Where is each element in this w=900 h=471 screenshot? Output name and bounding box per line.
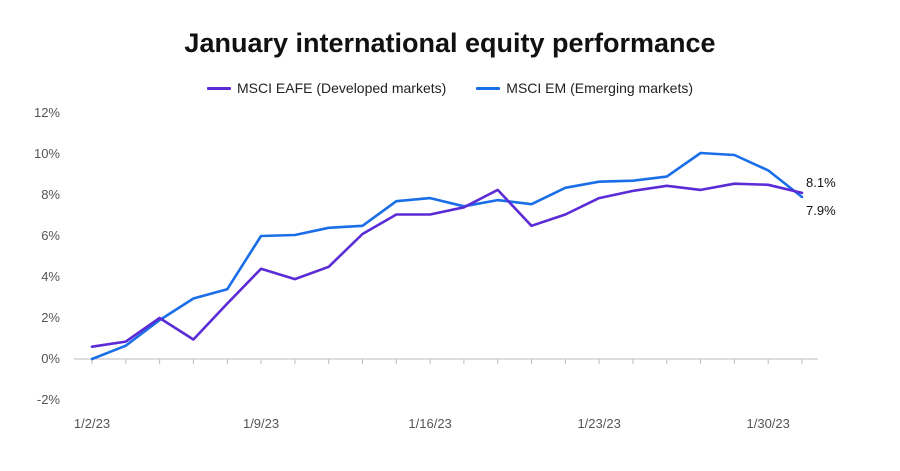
y-tick-label: -2%: [37, 392, 61, 407]
legend-item-em: MSCI EM (Emerging markets): [476, 80, 693, 96]
legend-label-eafe: MSCI EAFE (Developed markets): [237, 80, 447, 96]
legend-label-em: MSCI EM (Emerging markets): [506, 80, 693, 96]
y-tick-label: 10%: [34, 146, 60, 161]
end-label-em: 7.9%: [806, 203, 836, 218]
x-tick-label: 1/23/23: [577, 416, 620, 431]
y-tick-label: 12%: [34, 105, 60, 120]
legend-swatch-eafe: [207, 86, 231, 90]
end-label-eafe: 8.1%: [806, 175, 836, 190]
series-line-em: [90, 151, 804, 361]
chart-title: January international equity performance: [184, 28, 716, 58]
y-tick-label: 6%: [41, 228, 60, 243]
x-tick-label: 1/30/23: [747, 416, 790, 431]
legend-swatch-em: [476, 86, 501, 90]
x-tick-label: 1/16/23: [408, 416, 451, 431]
y-tick-label: 2%: [41, 310, 60, 325]
chart-legend: MSCI EAFE (Developed markets) MSCI EM (E…: [0, 80, 900, 96]
y-tick-label: 0%: [41, 351, 60, 366]
x-tick-label: 1/9/23: [243, 416, 279, 431]
y-tick-label: 4%: [41, 269, 60, 284]
series-line-eafe: [90, 182, 804, 348]
legend-item-eafe: MSCI EAFE (Developed markets): [207, 80, 446, 96]
x-tick-label: 1/2/23: [74, 416, 110, 431]
y-tick-label: 8%: [41, 187, 60, 202]
